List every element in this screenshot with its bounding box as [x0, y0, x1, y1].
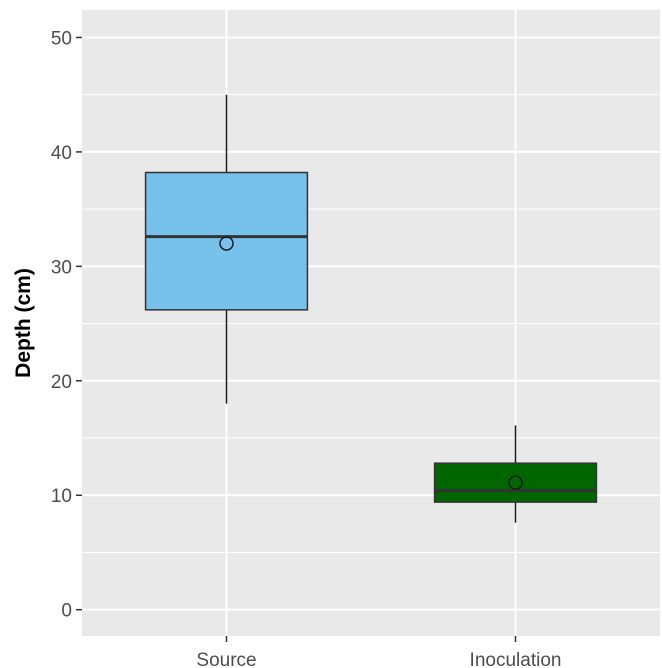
y-tick-label: 30: [51, 257, 72, 278]
x-axis: Source Inoculation: [196, 636, 561, 668]
box-body: [144, 171, 309, 311]
y-tick-label: 50: [51, 28, 72, 49]
box-source: [144, 94, 309, 404]
x-tick-label: Source: [196, 650, 256, 668]
x-tick-label: Inoculation: [470, 650, 562, 668]
mean-marker: [508, 475, 523, 490]
y-tick-label: 40: [51, 143, 72, 164]
mean-marker: [219, 236, 234, 251]
plot-panel: [82, 10, 660, 636]
y-tick-label: 0: [61, 601, 72, 622]
box-inoculation: [433, 425, 598, 523]
box-body: [433, 462, 598, 503]
y-axis: 0 10 20 30 40 50: [51, 28, 82, 622]
box-series: [144, 94, 598, 523]
y-axis-title: Depth (cm): [12, 268, 35, 378]
y-tick-label: 20: [51, 372, 72, 393]
y-tick-label: 10: [51, 486, 72, 507]
